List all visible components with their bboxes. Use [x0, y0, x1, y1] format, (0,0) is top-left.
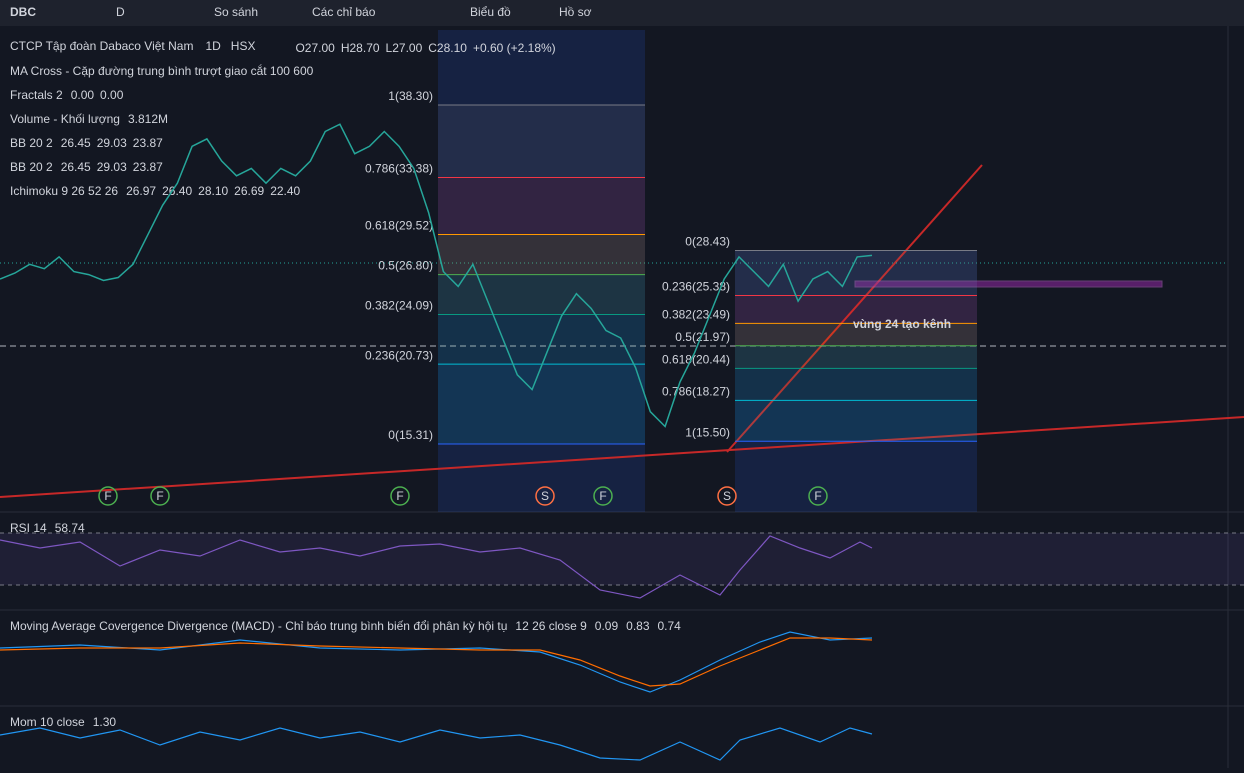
- fib-label: 0(15.31): [388, 428, 433, 442]
- rsi-band: [0, 533, 1244, 585]
- fib-band: [438, 234, 645, 275]
- fib-band: [735, 400, 977, 442]
- legend-text: 23.87: [133, 136, 163, 150]
- fib-label: 0.618(20.44): [662, 353, 730, 367]
- price-line: [0, 123, 873, 428]
- legend-text: O27.00: [295, 41, 335, 55]
- rsi-line: [0, 535, 873, 599]
- fib-label: 1(38.30): [388, 89, 433, 103]
- legend-text: 0.00: [100, 88, 124, 102]
- legend-text: 23.87: [133, 160, 163, 174]
- legend-text: 26.69: [234, 184, 264, 198]
- marker-label: S: [723, 489, 731, 503]
- legend-text: 1.30: [93, 715, 117, 729]
- fib-label: 0.618(29.52): [365, 219, 433, 233]
- toolbar-button[interactable]: Các chỉ báo: [312, 5, 376, 19]
- marker: [390, 486, 410, 506]
- marker-label: F: [104, 489, 111, 503]
- momentum-line: [0, 727, 873, 761]
- fib-label: 0(28.43): [685, 235, 730, 249]
- fib-band: [735, 323, 977, 346]
- fib-label: 0.382(23.49): [662, 308, 730, 322]
- legend-text: 26.97: [126, 184, 156, 198]
- legend-text: 0.09: [595, 619, 619, 633]
- legend-text: BB 20 2: [10, 136, 53, 150]
- fib-label: 0.786(18.27): [662, 385, 730, 399]
- toolbar: [0, 0, 1244, 26]
- legend-text: 26.45: [61, 136, 91, 150]
- fib-band: [735, 250, 977, 296]
- toolbar-button[interactable]: So sánh: [214, 5, 258, 19]
- toolbar-button[interactable]: DBC: [10, 5, 36, 19]
- fib-band: [438, 314, 645, 365]
- toolbar-button[interactable]: Hồ sơ: [559, 5, 592, 19]
- legend-text: 26.40: [162, 184, 192, 198]
- fib-label: 1(15.50): [685, 425, 730, 439]
- legend-text: 12 26 close 9: [515, 619, 587, 633]
- legend-text: Moving Average Covergence Divergence (MA…: [10, 619, 507, 633]
- fib-band: [438, 364, 645, 444]
- marker-label: F: [599, 489, 606, 503]
- legend-text: 0.74: [658, 619, 682, 633]
- range-highlight: [735, 251, 977, 512]
- toolbar-button[interactable]: D: [116, 5, 125, 19]
- legend-text: RSI 14: [10, 521, 47, 535]
- fib-band: [438, 177, 645, 235]
- marker: [150, 486, 170, 506]
- legend-text: 3.812M: [128, 112, 168, 126]
- legend-text: 22.40: [270, 184, 300, 198]
- marker-label: F: [396, 489, 403, 503]
- trend-line: [726, 164, 983, 453]
- legend-text: 0.83: [626, 619, 650, 633]
- legend-text: 26.45: [61, 160, 91, 174]
- legend-text: 28.10: [198, 184, 228, 198]
- fib-label: 0.5(26.80): [378, 259, 433, 273]
- legend-text: MA Cross - Cặp đường trung bình trượt gi…: [10, 63, 314, 78]
- marker-label: F: [814, 489, 821, 503]
- legend-text: L27.00: [386, 41, 423, 55]
- fib-label: 0.236(25.38): [662, 280, 730, 294]
- legend-text: +0.60 (+2.18%): [473, 41, 556, 55]
- fib-band: [735, 368, 977, 401]
- range-highlight: [438, 30, 645, 512]
- legend-text: 1D: [205, 39, 221, 53]
- legend-text: C28.10: [428, 41, 467, 55]
- legend-text: BB 20 2: [10, 160, 53, 174]
- fib-label: 0.786(33.38): [365, 162, 433, 176]
- fib-band: [735, 345, 977, 369]
- toolbar-button[interactable]: Biểu đồ: [470, 5, 511, 19]
- marker: [98, 486, 118, 506]
- marker-label: F: [156, 489, 163, 503]
- signal-line: [0, 637, 873, 687]
- fib-band: [735, 295, 977, 324]
- legend-text: 29.03: [97, 160, 127, 174]
- legend-text: HSX: [231, 39, 256, 53]
- legend-text: 29.03: [97, 136, 127, 150]
- marker: [593, 486, 613, 506]
- fib-label: 0.236(20.73): [365, 348, 433, 362]
- legend-text: Fractals 2: [10, 88, 63, 102]
- zone-box: [854, 280, 1163, 288]
- legend-text: CTCP Tập đoàn Dabaco Việt Nam: [10, 39, 193, 53]
- marker: [717, 486, 737, 506]
- fib-band: [438, 274, 645, 315]
- fib-label: 0.382(24.09): [365, 299, 433, 313]
- legend-text: Mom 10 close: [10, 715, 85, 729]
- fib-label: 0.5(21.97): [675, 330, 730, 344]
- marker: [535, 486, 555, 506]
- fib-band: [438, 105, 645, 178]
- macd-line: [0, 631, 873, 693]
- annotation: vùng 24 tạo kênh: [853, 317, 951, 331]
- marker: [808, 486, 828, 506]
- trend-line: [0, 416, 1244, 498]
- legend-text: Ichimoku 9 26 52 26: [10, 184, 118, 198]
- marker-label: S: [541, 489, 549, 503]
- legend-text: H28.70: [341, 41, 380, 55]
- legend-text: Volume - Khối lượng: [10, 112, 120, 126]
- legend-text: 0.00: [71, 88, 95, 102]
- legend-text: 58.74: [55, 521, 85, 535]
